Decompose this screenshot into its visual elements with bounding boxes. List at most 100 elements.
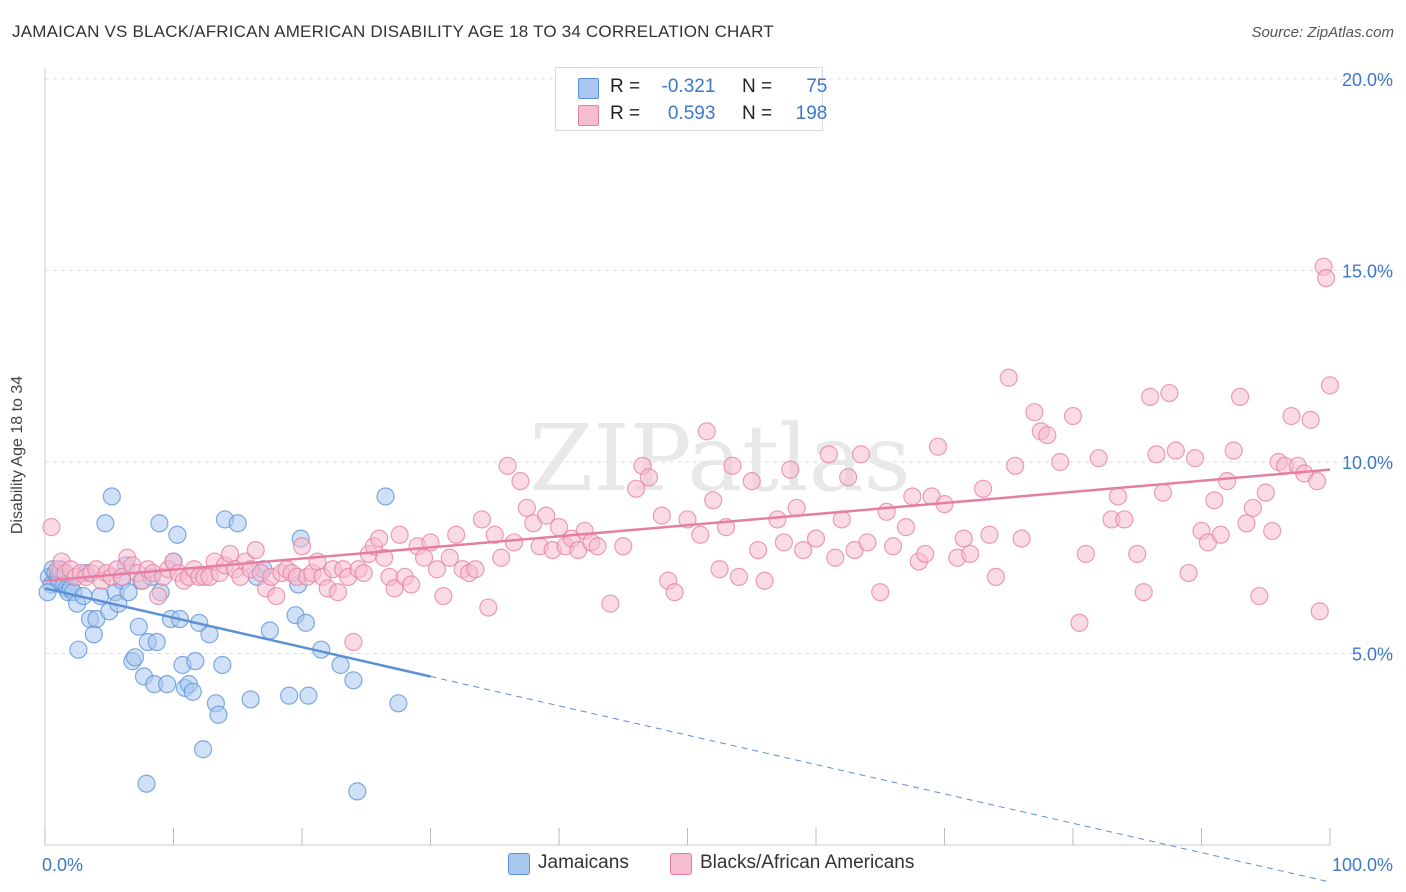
n-label: N = (741, 76, 773, 97)
y-tick-label: 5.0% (1352, 645, 1393, 665)
black-african-american-point (1153, 483, 1173, 502)
jamaican-point (376, 487, 395, 506)
black-african-american-point (755, 571, 774, 590)
jamaican-point (213, 655, 232, 675)
black-african-american-point (537, 506, 556, 525)
black-african-american-point (1115, 510, 1134, 529)
jamaican-point (96, 514, 115, 533)
jamaican-point (389, 694, 408, 713)
black-african-american-point (806, 529, 826, 548)
r-value-blacks: 0.593 (667, 103, 716, 124)
black-african-american-point (839, 468, 858, 487)
y-tick-label: 10.0% (1342, 453, 1393, 473)
black-african-american-point (851, 445, 871, 464)
black-african-american-point (220, 544, 240, 564)
jamaican-point (296, 613, 315, 632)
black-african-american-point (1310, 602, 1329, 621)
black-african-american-point (601, 594, 620, 613)
black-african-american-point (466, 560, 485, 579)
black-african-american-point (414, 548, 434, 567)
black-african-american-point (1147, 445, 1166, 464)
black-african-american-point (1308, 472, 1327, 491)
black-african-american-point (1038, 426, 1057, 445)
black-african-american-point (1012, 529, 1031, 548)
black-african-american-point (1063, 406, 1083, 426)
black-african-american-point (370, 529, 389, 548)
black-african-american-point (626, 479, 646, 498)
black-african-american-trend-line (44, 468, 1331, 582)
black-african-american-point (390, 525, 409, 544)
black-african-american-point (819, 445, 838, 464)
black-african-american-point (697, 422, 716, 441)
jamaican-trend-line (44, 587, 431, 678)
black-african-american-point (742, 472, 761, 491)
black-african-american-point (1134, 583, 1153, 602)
black-african-american-point (354, 563, 373, 583)
jamaican-point (84, 625, 103, 644)
y-tick-label: 20.0% (1342, 70, 1393, 90)
black-african-american-point (903, 487, 922, 506)
black-african-american-point (434, 586, 453, 606)
black-african-american-point (1166, 441, 1185, 460)
black-african-american-point (1256, 483, 1275, 502)
n-value-blacks: 198 (795, 103, 828, 124)
black-african-american-point (1317, 269, 1336, 288)
black-african-american-point (1211, 525, 1230, 544)
black-african-american-point (1076, 544, 1095, 564)
jamaican-point (157, 675, 177, 694)
black-african-american-point (344, 632, 363, 652)
black-african-american-point (980, 525, 999, 544)
black-african-american-point (858, 533, 877, 552)
jamaican-point (193, 740, 213, 759)
black-african-american-point (826, 548, 845, 567)
black-african-american-point (877, 502, 896, 521)
black-african-american-point (1051, 452, 1070, 472)
black-african-american-point (1320, 376, 1340, 395)
black-african-american-point (292, 537, 312, 556)
black-african-american-point (1301, 410, 1320, 429)
black-african-american-point (1108, 487, 1128, 506)
black-african-american-point (1006, 456, 1025, 475)
jamaican-point (299, 686, 318, 705)
black-african-american-point (440, 548, 459, 567)
black-african-american-point (1263, 521, 1282, 541)
y-tick-label: 15.0% (1342, 262, 1393, 282)
black-african-american-point (1224, 441, 1243, 460)
black-african-american-point (1128, 544, 1147, 564)
black-african-american-point (704, 491, 723, 510)
jamaican-point (331, 655, 350, 675)
bottom-legend-label-jamaicans: Jamaicans (538, 852, 629, 873)
black-african-american-point (639, 468, 659, 487)
jamaican-point (280, 686, 299, 705)
black-african-american-point (375, 548, 394, 567)
x-tick-label: 100.0% (1332, 855, 1393, 875)
jamaican-point (186, 652, 205, 671)
black-african-american-point (498, 456, 517, 475)
r-label: R = (610, 103, 641, 124)
black-african-american-point (787, 498, 806, 518)
n-value-jamaicans: 75 (806, 76, 828, 97)
black-african-american-point (1205, 491, 1224, 510)
bottom-legend-label-blacks: Blacks/African Americans (700, 852, 915, 873)
black-african-american-point (1250, 586, 1269, 606)
black-african-american-point (1160, 383, 1179, 403)
jamaican-point (38, 583, 57, 602)
black-african-american-point (1282, 406, 1301, 426)
jamaican-point (69, 640, 88, 659)
black-african-american-point (729, 567, 749, 587)
jamaican-point (129, 617, 148, 636)
black-african-american-point (246, 540, 265, 560)
bottom-legend-swatch-blue (508, 853, 530, 875)
r-label: R = (610, 76, 641, 97)
n-label: N = (741, 103, 773, 124)
black-african-american-point (485, 525, 504, 544)
legend-swatch-pink (578, 105, 599, 126)
jamaican-point (102, 487, 121, 506)
jamaican-point (147, 632, 166, 652)
black-african-american-point (504, 533, 524, 552)
correlation-legend: R = -0.321 N = 75 R = 0.593 N = 198 (555, 67, 827, 131)
black-african-american-point (794, 540, 813, 560)
black-african-american-point (652, 506, 671, 525)
black-african-american-point (723, 456, 742, 475)
